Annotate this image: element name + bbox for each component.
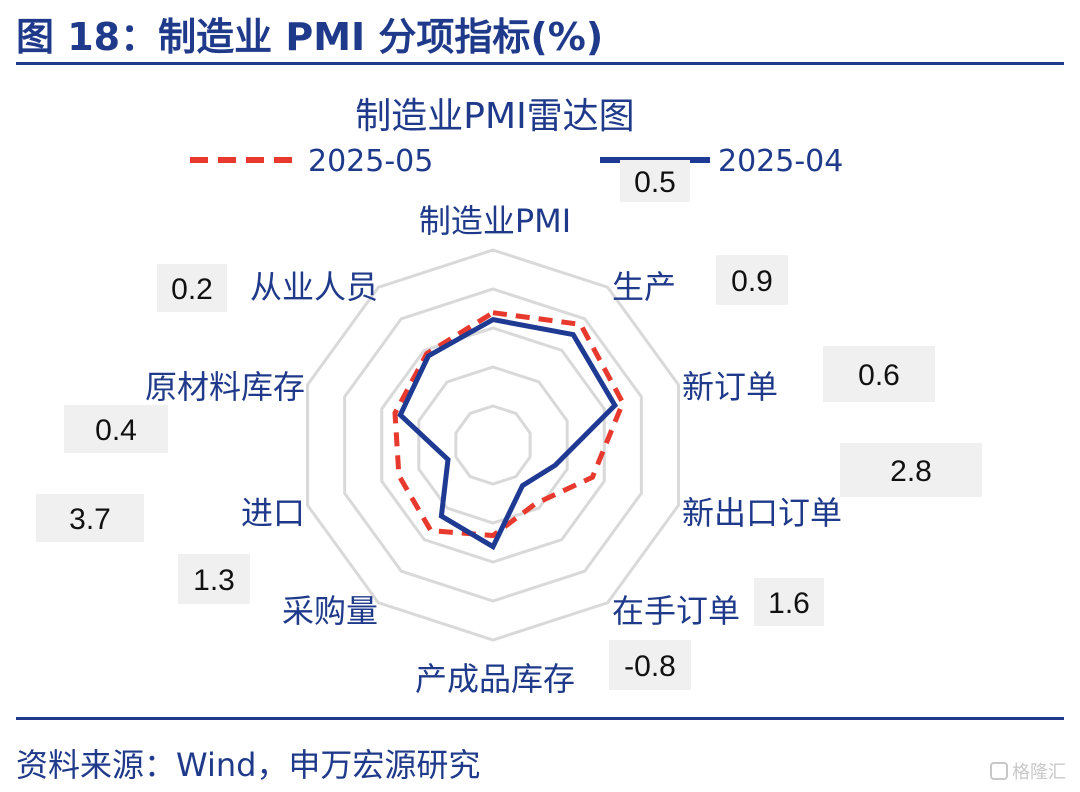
change-label-4: 1.6 [768, 587, 810, 620]
category-label-4: 在手订单 [612, 592, 740, 630]
grid-ring-1 [454, 404, 532, 486]
change-box-6 [178, 554, 250, 604]
change-label-6: 1.3 [193, 564, 235, 597]
change-label-9: 0.2 [171, 273, 213, 306]
category-label-5: 产成品库存 [415, 660, 575, 698]
radar-chart: 制造业PMI雷达图 2025-05 2025-04 制造业PMI 生产新订单新出口订单在… [36, 96, 982, 698]
series-line-2025-04 [397, 316, 619, 551]
watermark: 格隆汇 [990, 758, 1066, 784]
watermark-logo-icon [990, 762, 1008, 780]
change-box-4 [754, 578, 824, 626]
change-label-8: 0.4 [95, 414, 137, 447]
change-box-9 [157, 264, 227, 312]
bottom-rule [16, 717, 1064, 720]
change-box-3 [840, 443, 982, 497]
chart-title: 制造业PMI雷达图 [355, 96, 634, 137]
category-label-9: 从业人员 [250, 268, 378, 306]
watermark-text: 格隆汇 [1012, 762, 1066, 783]
change-box-0 [620, 160, 690, 202]
change-box-8 [64, 405, 168, 453]
category-label-3: 新出口订单 [682, 494, 842, 532]
category-label-7: 进口 [241, 494, 305, 532]
change-label-5: -0.8 [624, 650, 676, 683]
legend-label-2025-04: 2025-04 [718, 144, 843, 179]
category-label-2: 新订单 [682, 368, 778, 406]
change-box-2 [823, 346, 935, 402]
legend-label-2025-05: 2025-05 [308, 144, 433, 179]
change-box-7 [36, 494, 144, 542]
change-label-1: 0.9 [731, 265, 773, 298]
series-line-2025-05 [392, 310, 626, 539]
category-label-6: 采购量 [282, 592, 378, 630]
grid-ring-2 [417, 365, 569, 525]
change-label-7: 3.7 [69, 503, 111, 536]
grid-ring-5 [306, 248, 680, 642]
figure-title: 图 18：制造业 PMI 分项指标(%) [16, 15, 604, 59]
top-rule [16, 62, 1064, 65]
source-note: 资料来源：Wind，申万宏源研究 [16, 746, 481, 784]
change-label-0: 0.5 [634, 166, 676, 199]
category-label-0: 制造业PMI [419, 202, 571, 240]
category-label-8: 原材料库存 [145, 368, 305, 406]
grid-ring-3 [380, 326, 606, 564]
category-label-1: 生产 [612, 268, 676, 306]
change-box-5 [609, 640, 691, 690]
change-label-2: 0.6 [858, 359, 900, 392]
change-box-1 [716, 255, 788, 305]
grid-ring-4 [343, 287, 643, 603]
change-label-3: 2.8 [890, 455, 932, 488]
